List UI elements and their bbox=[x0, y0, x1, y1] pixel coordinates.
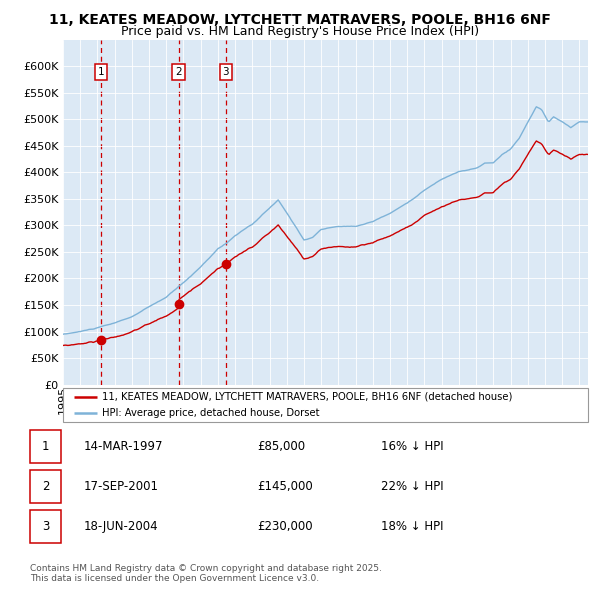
Text: 17-SEP-2001: 17-SEP-2001 bbox=[84, 480, 159, 493]
Text: £145,000: £145,000 bbox=[257, 480, 313, 493]
Text: £85,000: £85,000 bbox=[257, 440, 305, 453]
Text: 11, KEATES MEADOW, LYTCHETT MATRAVERS, POOLE, BH16 6NF: 11, KEATES MEADOW, LYTCHETT MATRAVERS, P… bbox=[49, 13, 551, 27]
Text: 1: 1 bbox=[98, 67, 104, 77]
Text: 18% ↓ HPI: 18% ↓ HPI bbox=[381, 520, 443, 533]
Text: 2: 2 bbox=[175, 67, 182, 77]
Text: 11, KEATES MEADOW, LYTCHETT MATRAVERS, POOLE, BH16 6NF (detached house): 11, KEATES MEADOW, LYTCHETT MATRAVERS, P… bbox=[103, 392, 513, 402]
Text: Price paid vs. HM Land Registry's House Price Index (HPI): Price paid vs. HM Land Registry's House … bbox=[121, 25, 479, 38]
Text: £230,000: £230,000 bbox=[257, 520, 313, 533]
FancyBboxPatch shape bbox=[30, 470, 61, 503]
Text: 3: 3 bbox=[42, 520, 49, 533]
FancyBboxPatch shape bbox=[30, 510, 61, 543]
Text: 1: 1 bbox=[42, 440, 49, 453]
Text: 2: 2 bbox=[42, 480, 49, 493]
Text: 18-JUN-2004: 18-JUN-2004 bbox=[84, 520, 158, 533]
FancyBboxPatch shape bbox=[63, 388, 588, 422]
Text: HPI: Average price, detached house, Dorset: HPI: Average price, detached house, Dors… bbox=[103, 408, 320, 418]
Text: 3: 3 bbox=[223, 67, 229, 77]
Text: 16% ↓ HPI: 16% ↓ HPI bbox=[381, 440, 443, 453]
FancyBboxPatch shape bbox=[30, 430, 61, 463]
Text: 14-MAR-1997: 14-MAR-1997 bbox=[84, 440, 163, 453]
Text: Contains HM Land Registry data © Crown copyright and database right 2025.
This d: Contains HM Land Registry data © Crown c… bbox=[30, 563, 382, 583]
Text: 22% ↓ HPI: 22% ↓ HPI bbox=[381, 480, 443, 493]
